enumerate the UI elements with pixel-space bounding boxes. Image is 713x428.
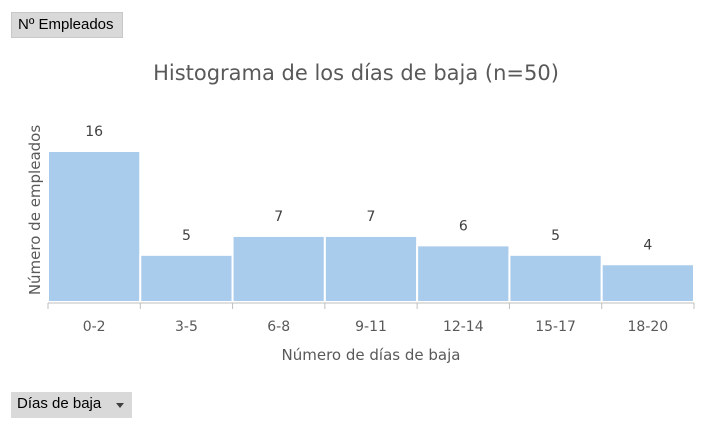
axis-field-label: Días de baja: [17, 395, 102, 412]
x-tick-label-6-8: 6-8: [267, 319, 290, 335]
data-label-15-17: 5: [551, 228, 560, 244]
chart-title: Histograma de los días de baja (n=50): [153, 61, 559, 85]
bars-group: [47, 150, 696, 303]
data-labels-group: 16 5 7 7 6 5 4: [85, 124, 652, 253]
x-tick-label-3-5: 3-5: [175, 319, 198, 335]
bar-3-5: [139, 253, 234, 303]
x-tick-label-12-14: 12-14: [443, 319, 484, 335]
bar-15-17: [508, 253, 603, 303]
data-label-18-20: 4: [643, 237, 652, 253]
bar-6-8: [231, 234, 326, 303]
x-axis-title: Número de días de baja: [282, 346, 461, 364]
data-label-6-8: 7: [274, 209, 283, 225]
bar-9-11: [323, 234, 419, 303]
measure-field-button[interactable]: Nº Empleados: [11, 12, 123, 38]
data-label-12-14: 6: [459, 218, 468, 234]
axis-field-dropdown[interactable]: Días de baja: [11, 392, 132, 418]
data-label-0-2: 16: [85, 124, 103, 140]
data-label-9-11: 7: [367, 209, 376, 225]
chevron-down-icon: [116, 403, 124, 408]
x-tick-label-18-20: 18-20: [628, 319, 669, 335]
x-tick-label-0-2: 0-2: [83, 319, 106, 335]
x-tick-label-9-11: 9-11: [355, 319, 387, 335]
bar-12-14: [416, 244, 511, 303]
y-axis-title: Número de empleados: [26, 125, 44, 296]
x-axis: [47, 302, 695, 309]
data-label-3-5: 5: [182, 228, 191, 244]
x-tick-label-15-17: 15-17: [535, 319, 576, 335]
x-tick-labels-group: 0-2 3-5 6-8 9-11 12-14 15-17 18-20: [83, 319, 668, 335]
bar-0-2: [47, 150, 142, 303]
bar-18-20: [600, 263, 696, 303]
